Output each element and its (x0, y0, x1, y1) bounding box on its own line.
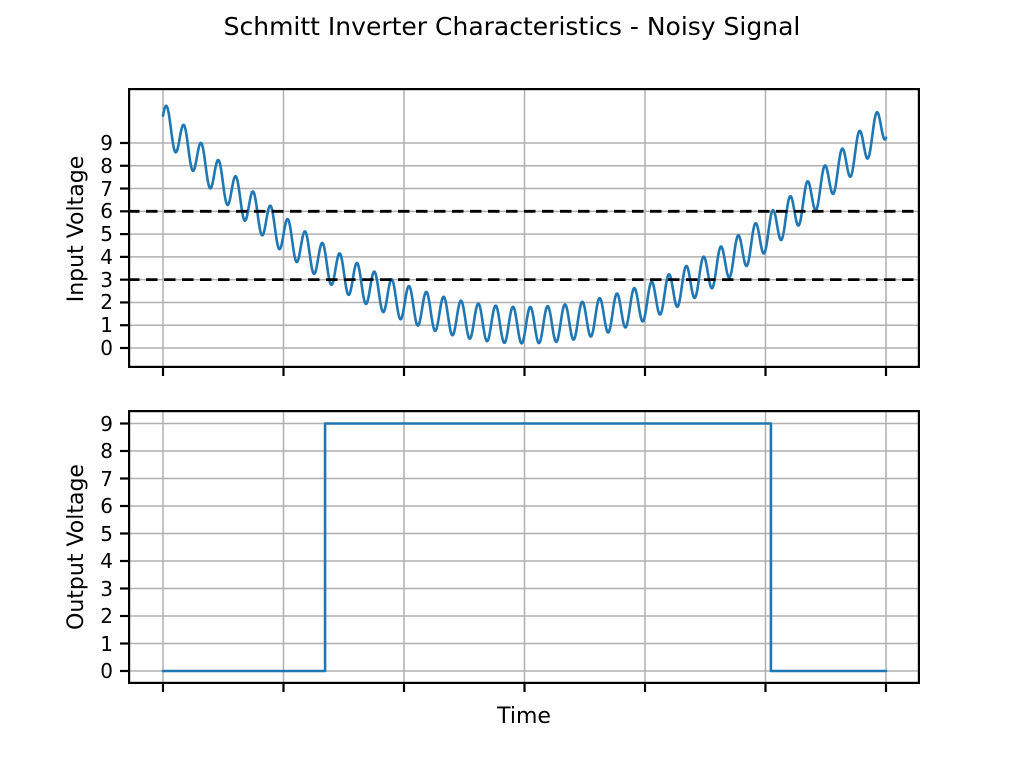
input-ytick-label: 2 (100, 290, 113, 315)
input-ytick-label: 4 (100, 244, 113, 269)
input-ylabel: Input Voltage (64, 155, 89, 303)
input-ytick-label: 3 (100, 267, 113, 292)
input-ytick-label: 7 (100, 176, 113, 201)
figure-title: Schmitt Inverter Characteristics - Noisy… (223, 12, 801, 41)
output-ytick-label: 7 (100, 466, 113, 491)
output-ylabel: Output Voltage (64, 464, 89, 630)
output-plot-svg (120, 410, 920, 692)
output-ytick-label: 1 (100, 631, 113, 656)
time-xlabel: Time (497, 704, 551, 729)
output-ytick-label: 6 (100, 494, 113, 518)
input-ytick-label: 1 (100, 313, 113, 338)
output-axes (120, 410, 920, 692)
input-ytick-label: 0 (100, 336, 113, 360)
output-ytick-label: 5 (100, 521, 113, 546)
output-ytick-label: 3 (100, 576, 113, 601)
output-ytick-label: 4 (100, 549, 113, 573)
input-plot-svg (120, 88, 920, 376)
output-ytick-label: 9 (100, 411, 113, 436)
input-ytick-label: 8 (100, 153, 113, 178)
input-ytick-label: 9 (100, 130, 113, 155)
output-ytick-label: 0 (100, 659, 113, 683)
input-ytick-label: 5 (100, 222, 113, 247)
input-ytick-label: 6 (100, 199, 113, 224)
input-axes (120, 88, 920, 376)
output-ytick-label: 2 (100, 604, 113, 628)
output-ytick-label: 8 (100, 439, 113, 463)
